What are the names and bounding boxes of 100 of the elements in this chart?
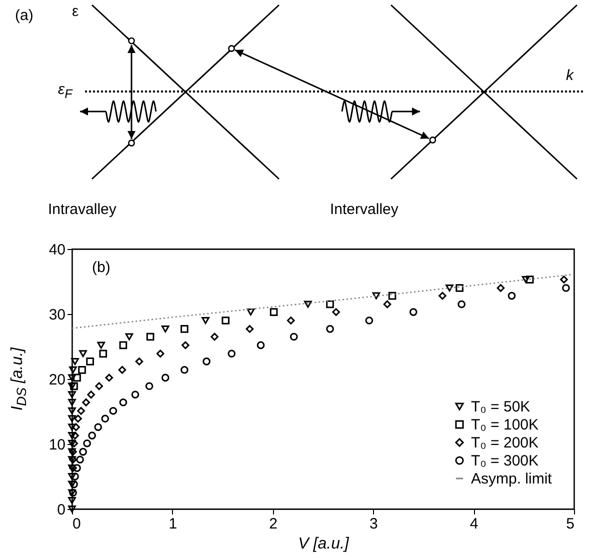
point [83, 439, 91, 448]
point [87, 390, 95, 399]
point [161, 374, 170, 382]
point [77, 406, 85, 415]
point [118, 366, 126, 374]
legend-label: T₀ = 50K [471, 398, 530, 416]
point [99, 350, 108, 358]
x-tick-label: 5 [566, 516, 574, 532]
point [446, 284, 454, 292]
point [326, 325, 334, 333]
point [73, 464, 81, 472]
point [125, 333, 134, 340]
point [365, 316, 374, 324]
point [68, 415, 76, 422]
point [68, 374, 76, 382]
point [202, 317, 210, 324]
point [522, 276, 530, 284]
legend-label: T₀ = 100K [471, 416, 539, 434]
point [202, 358, 210, 366]
legend-label: Asymp. limit [471, 470, 553, 488]
point [101, 414, 110, 423]
y-tick-label: 40 [48, 242, 66, 258]
point [496, 284, 505, 292]
point [68, 506, 76, 512]
point [290, 332, 298, 341]
point [68, 432, 76, 440]
point [180, 366, 188, 374]
point [94, 423, 102, 432]
text: Intravalley [48, 201, 116, 218]
point [372, 292, 380, 300]
x-tick-label: 2 [269, 516, 278, 532]
point [458, 300, 466, 308]
text: (a) [15, 7, 34, 24]
point [562, 284, 570, 292]
point [332, 308, 340, 316]
point [246, 325, 254, 333]
point [409, 308, 418, 316]
point [68, 391, 76, 398]
text: k [566, 67, 574, 84]
x-tick-label: 3 [370, 516, 378, 532]
x-tick-label: 4 [470, 516, 478, 532]
point [246, 308, 255, 316]
point [71, 358, 79, 365]
legend-label: T₀ = 300K [471, 452, 539, 470]
point [79, 448, 87, 456]
y-tick-label: 10 [48, 436, 66, 454]
point [79, 350, 87, 358]
point [270, 308, 278, 316]
point [526, 276, 534, 284]
point [86, 358, 94, 366]
point [135, 358, 144, 366]
point [109, 406, 118, 415]
y-tick-label: 30 [48, 306, 66, 324]
point [72, 423, 80, 432]
point [119, 341, 128, 350]
point [256, 341, 265, 350]
annotation: (b) [92, 259, 110, 276]
point [68, 473, 76, 480]
point [68, 497, 76, 504]
x-axis-title: V [a.u.] [298, 536, 350, 552]
point [88, 432, 96, 440]
x-tick-label: 1 [168, 516, 178, 532]
point [210, 332, 218, 341]
point [68, 407, 76, 414]
point [156, 350, 164, 358]
point [508, 292, 516, 300]
point [78, 366, 86, 374]
point [68, 424, 76, 431]
point [69, 366, 77, 374]
point [161, 325, 170, 332]
point [180, 325, 188, 333]
y-tick-label: 0 [57, 502, 66, 518]
x-tick-label: 0 [72, 516, 81, 532]
point [146, 332, 154, 341]
point [456, 284, 464, 292]
text: ε$_{F}$ [58, 81, 72, 101]
point [76, 456, 84, 464]
point [388, 292, 396, 300]
point [95, 382, 104, 390]
point [438, 292, 446, 300]
point [326, 300, 334, 308]
point [68, 480, 76, 488]
point [70, 382, 78, 390]
point [71, 472, 79, 480]
text: ε [72, 3, 79, 20]
point [131, 390, 140, 399]
y-tick-label: 20 [48, 372, 66, 388]
point [73, 374, 81, 382]
point [82, 398, 90, 406]
text: Intervalley [330, 201, 398, 218]
point [97, 342, 106, 349]
point [74, 414, 82, 423]
point [68, 382, 76, 390]
point [228, 350, 236, 358]
legend-label: T₀ = 200K [471, 434, 539, 452]
point [68, 398, 76, 406]
point [286, 316, 295, 324]
point [182, 341, 190, 350]
line-series [72, 274, 574, 329]
point [105, 374, 114, 382]
